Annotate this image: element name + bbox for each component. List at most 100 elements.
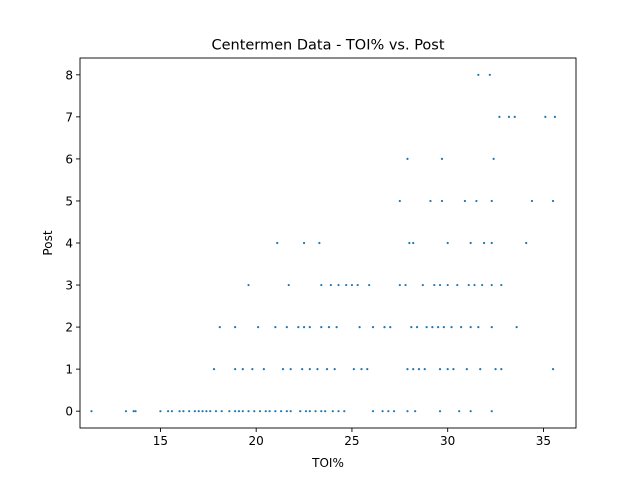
data-point xyxy=(368,283,371,287)
data-point xyxy=(477,73,480,76)
data-point xyxy=(257,325,260,329)
data-point xyxy=(490,241,493,245)
data-point xyxy=(358,325,361,329)
data-point xyxy=(431,325,434,329)
x-tick-label: 15 xyxy=(153,434,168,448)
data-point xyxy=(251,368,254,371)
data-point xyxy=(297,325,300,329)
data-point xyxy=(440,199,444,203)
data-point xyxy=(408,241,411,245)
data-point xyxy=(325,368,329,371)
data-point xyxy=(371,325,375,329)
data-point xyxy=(281,368,285,371)
data-point xyxy=(218,325,221,329)
data-point xyxy=(479,368,482,371)
data-point xyxy=(473,283,476,287)
data-point xyxy=(515,325,518,329)
data-point xyxy=(124,410,128,413)
data-point xyxy=(320,410,323,413)
data-point xyxy=(458,410,461,413)
x-tick-label: 20 xyxy=(249,434,264,448)
data-point xyxy=(507,115,511,118)
data-point xyxy=(446,368,449,371)
data-point xyxy=(412,241,415,245)
data-point xyxy=(467,283,470,287)
data-points xyxy=(90,73,557,413)
data-point xyxy=(412,368,415,371)
data-point xyxy=(500,368,503,371)
data-point xyxy=(494,368,497,371)
data-point xyxy=(525,241,528,245)
data-point xyxy=(371,410,375,413)
x-axis-ticks: 15 20 25 30 35 xyxy=(153,428,551,448)
data-point xyxy=(132,410,135,413)
data-point xyxy=(438,283,442,287)
data-point xyxy=(475,199,478,203)
data-point xyxy=(343,410,346,413)
data-point xyxy=(193,410,196,413)
data-point xyxy=(308,410,311,413)
data-point xyxy=(268,410,271,413)
data-point xyxy=(197,410,200,413)
data-point xyxy=(492,157,495,161)
data-point xyxy=(327,325,331,329)
data-point xyxy=(345,283,348,287)
data-point xyxy=(205,410,208,413)
data-point xyxy=(500,283,503,287)
data-point xyxy=(387,410,390,413)
data-point xyxy=(392,410,396,413)
plot-frame xyxy=(79,57,577,429)
x-tick-label: 25 xyxy=(344,434,359,448)
data-point xyxy=(335,325,338,329)
data-point xyxy=(337,410,340,413)
data-point xyxy=(425,325,428,329)
y-tick-label: 2 xyxy=(65,321,73,335)
data-point xyxy=(389,325,392,329)
data-point xyxy=(324,410,327,413)
y-tick-label: 8 xyxy=(65,68,73,82)
y-axis-ticks: 0 1 2 3 4 5 6 7 8 xyxy=(65,68,80,419)
data-point xyxy=(182,410,185,413)
data-point xyxy=(188,410,191,413)
data-point xyxy=(302,325,306,329)
data-point xyxy=(469,325,472,329)
data-point xyxy=(214,410,218,413)
data-point xyxy=(406,368,409,371)
data-point xyxy=(437,325,440,329)
data-point xyxy=(481,283,484,287)
data-point xyxy=(241,410,244,413)
data-point xyxy=(490,410,493,413)
data-point xyxy=(234,325,237,329)
data-point xyxy=(329,283,332,287)
data-point xyxy=(337,283,340,287)
data-point xyxy=(241,368,244,371)
data-point xyxy=(289,368,292,371)
data-point xyxy=(490,325,493,329)
data-point xyxy=(253,410,256,413)
data-point xyxy=(398,283,401,287)
data-point xyxy=(220,410,223,413)
data-point xyxy=(308,325,311,329)
data-point xyxy=(469,241,472,245)
y-tick-label: 1 xyxy=(65,363,73,377)
data-point xyxy=(276,241,279,245)
data-point xyxy=(404,283,407,287)
data-point xyxy=(421,283,424,287)
y-tick-label: 3 xyxy=(65,279,73,293)
data-point xyxy=(320,325,323,329)
data-point xyxy=(356,283,359,287)
data-point xyxy=(178,410,181,413)
data-point xyxy=(264,410,267,413)
data-point xyxy=(551,199,555,203)
data-point xyxy=(438,368,442,371)
data-point xyxy=(262,368,265,371)
x-axis-label: TOI% xyxy=(311,456,344,470)
data-point xyxy=(201,410,204,413)
data-point xyxy=(301,368,304,371)
data-point xyxy=(446,283,449,287)
data-point xyxy=(465,368,468,371)
data-point xyxy=(410,325,413,329)
data-point xyxy=(166,410,170,413)
data-point xyxy=(553,115,557,118)
